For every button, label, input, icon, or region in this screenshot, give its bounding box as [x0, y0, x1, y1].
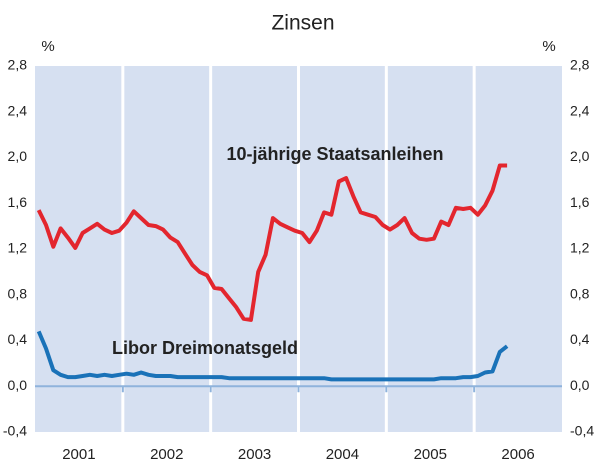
y-tick-label: 0,0 [8, 377, 28, 393]
x-tick-label: 2003 [238, 446, 271, 463]
x-tick-label: 2001 [62, 446, 95, 463]
y-tick-label: 0,4 [8, 331, 28, 347]
y-unit: % [41, 38, 54, 55]
y-tick-label: 2,0 [8, 148, 28, 164]
y2-tick-label: -0,4 [570, 423, 594, 439]
x-tick-label: 2004 [326, 446, 359, 463]
y-tick-label: 2,8 [8, 57, 28, 73]
y2-tick-label: 2,0 [570, 148, 590, 164]
y2-tick-label: 2,8 [570, 57, 590, 73]
line-series [36, 330, 509, 382]
series-label: Libor Dreimonatsgeld [112, 338, 298, 358]
x-tick-label: 2006 [501, 446, 534, 463]
y-tick-label: 1,6 [8, 194, 28, 210]
y2-tick-label: 0,0 [570, 377, 590, 393]
series-label: 10-jährige Staatsanleihen [226, 144, 443, 164]
x-tick-label: 2002 [150, 446, 183, 463]
y2-tick-label: 0,4 [570, 331, 590, 347]
y-tick-label: 2,4 [8, 102, 28, 118]
chart-title: Zinsen [271, 12, 334, 35]
y2-tick-label: 1,6 [570, 194, 590, 210]
x-tick-label: 2005 [414, 446, 447, 463]
y2-tick-label: 0,8 [570, 285, 590, 301]
y2-tick-label: 1,2 [570, 240, 590, 256]
y2-unit: % [542, 38, 555, 55]
line-series [36, 163, 508, 322]
y-tick-label: 1,2 [8, 240, 28, 256]
y-tick-label: 0,8 [8, 285, 28, 301]
y2-tick-label: 2,4 [570, 102, 590, 118]
y-tick-label: -0,4 [3, 423, 27, 439]
